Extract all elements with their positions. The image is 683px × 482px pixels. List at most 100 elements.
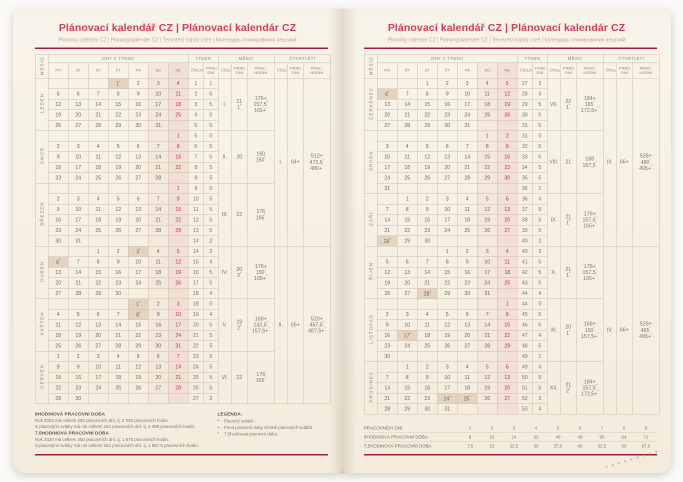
- quarter-workhours-header: PRAC. HODIN: [303, 62, 331, 79]
- month-name-label: ZÁŘÍ: [364, 193, 378, 247]
- worktime-summary: 8HODINOVÁ PRACOVNÍ DOBA Rok 2026 má celk…: [35, 410, 203, 449]
- day-cell: [397, 351, 418, 362]
- week-workdays-cell: 5: [532, 225, 548, 236]
- day-cell: 8: [167, 193, 189, 205]
- day-cell: 11: [417, 319, 438, 331]
- day-cell: [48, 246, 69, 257]
- day-cell: 15: [496, 319, 518, 331]
- legend-symbol: *: [217, 418, 220, 424]
- legend-item: ° 7,5hodinová pracovní doba: [218, 431, 329, 436]
- week-workdays-cell: 5: [203, 88, 219, 100]
- day-cell: [108, 183, 129, 194]
- day-cell: 13: [496, 372, 518, 383]
- week-number-cell: 37: [517, 204, 533, 215]
- day-cell: [437, 351, 458, 362]
- day-cell: [477, 298, 498, 310]
- week-workdays-cell: 5: [203, 151, 219, 163]
- page-right: Plánovací kalendář CZ | Plánovací kalend…: [342, 9, 671, 473]
- week-row: 3 4 5 6 7 8 9 32 5: [364, 141, 659, 152]
- week-workdays-cell: 5: [532, 277, 548, 289]
- week-number-cell: 18: [188, 298, 204, 310]
- week-workdays-cell: 5: [532, 204, 548, 215]
- conversion-value: 22,5: [509, 443, 519, 449]
- day-cell: 14: [148, 151, 169, 163]
- day-cell: 22: [128, 330, 149, 341]
- day-cell: 23: [68, 382, 89, 394]
- week-row: 9 10 11 12 13 14 15 11 5: [35, 204, 330, 215]
- day-cell: 17: [377, 162, 398, 173]
- day-cell: 21: [457, 162, 478, 173]
- day-cell: 16: [417, 214, 438, 226]
- conversion-value: 52,5: [597, 443, 607, 449]
- quarter-workhours-cell: 520+ 457,5° 487,5+°: [303, 246, 331, 404]
- quarter-workdays-header: PRAC. DNÍ: [287, 62, 304, 79]
- week-workdays-cell: 5: [203, 351, 219, 362]
- day-cell: [377, 361, 398, 373]
- day-cell: 4: [88, 193, 109, 205]
- day-cell: [457, 183, 478, 194]
- day-cell: 7: [68, 256, 89, 268]
- month-number-cell: VII.: [547, 78, 561, 131]
- day-cell: 22: [397, 225, 418, 236]
- day-cell: [167, 172, 189, 184]
- day-cell: [167, 120, 189, 131]
- week-workdays-cell: 1: [203, 78, 219, 89]
- day-cell: 19: [108, 214, 129, 226]
- day-header: ST: [88, 62, 109, 79]
- day-cell: 10: [437, 204, 458, 215]
- day-cell: 16: [108, 267, 129, 278]
- conversion-value: 9: [635, 423, 657, 433]
- day-cell: 1*: [108, 78, 129, 89]
- day-cell: 1*: [128, 298, 149, 310]
- day-cell: 21: [417, 277, 438, 289]
- month-workdays-cell: 21 2*: [560, 361, 577, 415]
- week-row: 12 13 14 15 16 17 18 42 5: [364, 267, 659, 278]
- day-cell: 27: [437, 172, 458, 184]
- month-name-label: PROSINEC: [364, 361, 378, 415]
- month-workhours-header: PRAC. HODIN: [247, 62, 275, 79]
- month-workhours-cell: 184+ 165° 172,5+°: [576, 78, 604, 131]
- week-workdays-cell: 5: [532, 162, 548, 173]
- day-cell: 26: [128, 382, 149, 394]
- day-cell: 2: [377, 309, 398, 320]
- week-row: 22 23 24 25 26 27 28 26 5: [35, 382, 330, 394]
- legend-item: * Placený svátek: [218, 419, 329, 424]
- day-cell: 17: [477, 267, 498, 278]
- day-cell: 17: [167, 319, 189, 331]
- day-cell: 5: [108, 141, 129, 152]
- month-name-label: KVĚTEN: [35, 298, 49, 352]
- day-cell: 27: [496, 393, 518, 404]
- day-cell: 12: [377, 267, 398, 278]
- week-number-cell: 2: [188, 88, 204, 100]
- month-workdays-cell: 20 1*: [560, 298, 577, 362]
- day-cell: 10: [88, 361, 109, 373]
- month-name-label: BŘEZEN: [35, 183, 49, 247]
- conversion-row: 7,5HODINOVÁ PRACOVNÍ DOBA 7,5 15 22,5 30 37,5…: [364, 441, 657, 450]
- day-cell: 1: [167, 130, 189, 142]
- day-cell: 6: [496, 361, 518, 373]
- day-cell: 12: [128, 361, 149, 373]
- week-row: 12 13 14 15 16 17 18 3 5: [35, 99, 330, 110]
- day-cell: 9: [48, 151, 69, 163]
- day-cell: [417, 183, 438, 194]
- day-cell: [437, 298, 458, 310]
- conversion-value: 40: [547, 432, 569, 442]
- day-cell: 30: [68, 393, 89, 404]
- day-cell: [68, 130, 89, 142]
- day-cell: 19: [477, 214, 498, 226]
- month-number-header: ČÍSLO: [547, 62, 561, 79]
- day-cell: 30: [128, 120, 149, 131]
- day-cell: 9: [377, 319, 398, 331]
- month-workhours-cell: 168 157,5°: [576, 130, 604, 194]
- day-cell: 8: [397, 372, 418, 383]
- day-cell: 28*: [377, 235, 398, 247]
- week-row: 26 27 28 29 30 31 5 5: [35, 120, 330, 131]
- day-cell: 13: [457, 319, 478, 331]
- day-cell: 7: [88, 88, 109, 100]
- day-cell: 10: [477, 256, 498, 268]
- day-cell: 3: [148, 78, 169, 89]
- day-cell: 28: [68, 288, 89, 299]
- week-number-cell: 4: [188, 109, 204, 121]
- day-cell: 3: [68, 141, 89, 152]
- day-cell: [167, 235, 189, 247]
